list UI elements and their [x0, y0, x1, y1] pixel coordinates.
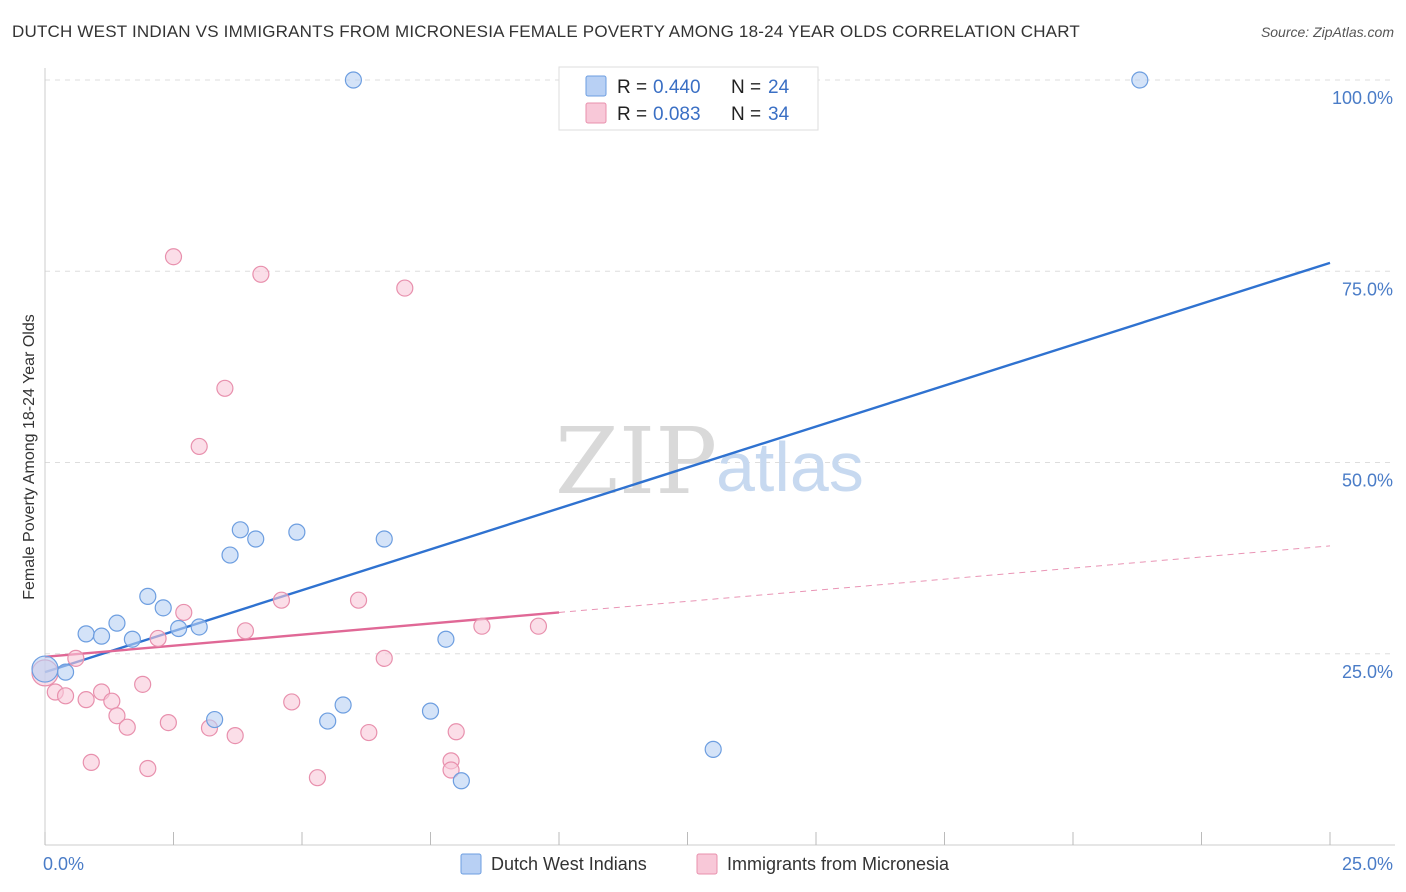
trend-line-dutch-west-indians — [44, 261, 1331, 674]
data-point-micronesia — [175, 603, 193, 622]
data-points — [31, 71, 1149, 790]
legend-r-label-2: R = — [617, 104, 647, 125]
data-point-micronesia — [103, 692, 121, 710]
data-point-micronesia — [82, 753, 100, 771]
trend-lines — [44, 261, 1331, 674]
data-point-dutch-west-indians — [77, 625, 95, 643]
y-tick-label: 50.0% — [1342, 471, 1393, 491]
data-point-dutch-west-indians — [154, 599, 172, 617]
x-tick-label: 25.0% — [1342, 854, 1393, 874]
data-point-micronesia — [349, 591, 368, 609]
data-point-micronesia — [159, 713, 177, 732]
y-axis-label: Female Poverty Among 18-24 Year Olds — [21, 314, 38, 600]
legend-r-value-2: 0.083 — [653, 104, 701, 125]
data-point-micronesia — [149, 629, 167, 648]
legend-n-value-1: 24 — [768, 77, 790, 98]
data-point-micronesia — [139, 759, 157, 778]
data-point-micronesia — [67, 649, 85, 667]
data-point-dutch-west-indians — [206, 710, 224, 729]
data-point-micronesia — [236, 622, 255, 640]
data-point-micronesia — [283, 693, 301, 711]
legend-r-value-1: 0.440 — [653, 77, 701, 98]
data-point-dutch-west-indians — [421, 702, 440, 720]
data-point-micronesia — [442, 761, 460, 779]
data-point-micronesia — [216, 379, 234, 397]
watermark-atlas: atlas — [716, 428, 864, 506]
chart-title: DUTCH WEST INDIAN VS IMMIGRANTS FROM MIC… — [12, 22, 1080, 41]
y-tick-label: 25.0% — [1342, 662, 1393, 682]
series-legend-label-pink: Immigrants from Micronesia — [727, 854, 950, 874]
series-legend: Dutch West Indians Immigrants from Micro… — [460, 853, 950, 875]
data-point-micronesia — [375, 649, 393, 667]
x-tick-label: 0.0% — [43, 854, 84, 874]
data-point-dutch-west-indians — [139, 587, 157, 605]
axes — [44, 68, 1395, 846]
data-point-dutch-west-indians — [334, 696, 352, 714]
legend-n-label-2: N = — [731, 104, 761, 125]
legend-swatch-pink — [585, 102, 607, 124]
data-point-dutch-west-indians — [108, 614, 126, 632]
y-tick-label: 100.0% — [1332, 88, 1393, 108]
data-point-dutch-west-indians — [170, 619, 188, 638]
y-tick-label: 75.0% — [1342, 279, 1393, 299]
data-point-micronesia — [108, 707, 126, 725]
legend-n-value-2: 34 — [768, 104, 790, 125]
data-point-micronesia — [252, 265, 270, 283]
series-legend-swatch-pink — [696, 853, 718, 875]
data-point-micronesia — [190, 437, 208, 456]
data-point-dutch-west-indians — [319, 712, 337, 730]
data-point-dutch-west-indians — [288, 523, 306, 541]
data-point-micronesia — [447, 723, 465, 741]
data-point-micronesia — [272, 591, 291, 609]
data-point-micronesia — [118, 718, 136, 736]
tick-labels: 25.0% 50.0% 75.0% 100.0% 0.0% 25.0% — [43, 88, 1393, 874]
data-point-micronesia — [134, 675, 152, 693]
watermark-zip: ZIP — [555, 408, 717, 515]
data-point-dutch-west-indians — [221, 546, 239, 564]
legend-swatch-blue — [585, 75, 607, 97]
data-point-dutch-west-indians — [437, 630, 455, 648]
data-point-dutch-west-indians — [31, 655, 59, 683]
chart-source: Source: ZipAtlas.com — [1260, 24, 1394, 40]
data-point-micronesia — [77, 691, 95, 709]
data-point-dutch-west-indians — [344, 71, 362, 89]
y-axis-label-text: Female Poverty Among 18-24 Year Olds — [21, 314, 38, 600]
data-point-micronesia — [56, 687, 75, 705]
gridlines — [45, 79, 1395, 655]
trend-line-micronesia — [44, 611, 560, 659]
data-point-dutch-west-indians — [190, 618, 208, 636]
watermark: ZIP atlas — [555, 408, 864, 515]
legend-r-label-1: R = — [617, 77, 647, 98]
data-point-micronesia — [308, 769, 327, 787]
data-point-dutch-west-indians — [123, 630, 141, 648]
series-legend-swatch-blue — [460, 853, 482, 875]
data-point-dutch-west-indians — [231, 521, 249, 539]
data-point-micronesia — [164, 248, 183, 266]
data-point-micronesia — [226, 727, 244, 745]
data-point-dutch-west-indians — [375, 530, 393, 548]
legend-box: R = 0.440 N = 24 R = 0.083 N = 34 — [558, 66, 819, 131]
data-point-dutch-west-indians — [56, 663, 75, 681]
data-point-dutch-west-indians — [452, 772, 470, 790]
trend-line-micronesia-extension — [558, 545, 1331, 613]
data-point-micronesia — [360, 723, 378, 742]
legend-n-label-1: N = — [731, 77, 761, 98]
data-point-dutch-west-indians — [92, 627, 111, 645]
data-point-dutch-west-indians — [1131, 71, 1149, 89]
data-point-micronesia — [529, 617, 548, 635]
data-point-dutch-west-indians — [247, 530, 265, 548]
data-point-micronesia — [396, 279, 414, 297]
data-point-micronesia — [473, 617, 491, 635]
data-point-dutch-west-indians — [704, 740, 722, 758]
series-legend-label-blue: Dutch West Indians — [491, 854, 647, 874]
